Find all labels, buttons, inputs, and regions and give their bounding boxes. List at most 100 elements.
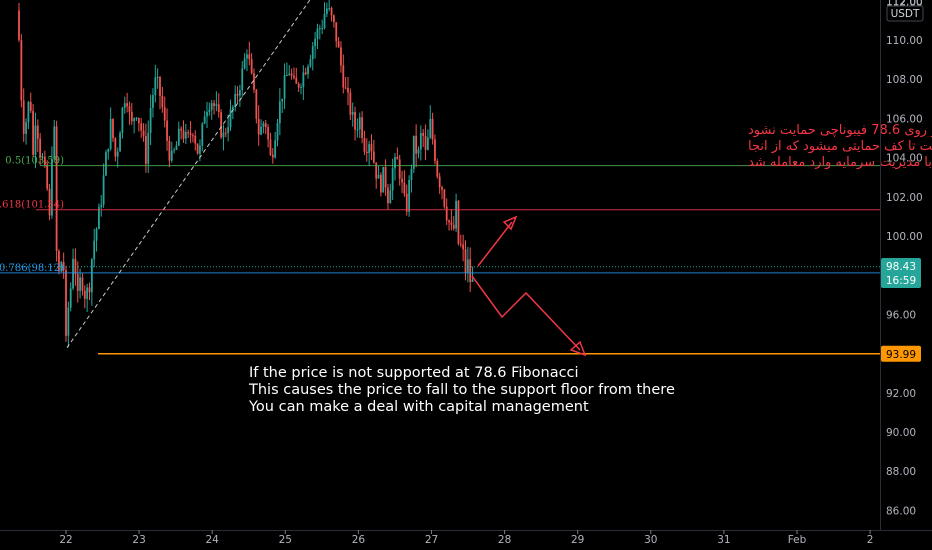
- candle-body: [163, 107, 166, 121]
- candle: [156, 68, 159, 89]
- candle-body: [53, 126, 56, 160]
- time-tick-label: 25: [279, 534, 292, 546]
- candle-body: [337, 41, 340, 48]
- candle-body: [427, 137, 429, 150]
- candle: [27, 100, 30, 130]
- price-tick-label: 90.00: [886, 427, 916, 439]
- candle-body: [370, 144, 373, 152]
- candle-body: [137, 117, 140, 124]
- candle-body: [462, 244, 465, 250]
- candle-body: [62, 261, 65, 271]
- candle: [408, 175, 410, 217]
- candle-body: [236, 93, 239, 96]
- candle-body: [365, 151, 368, 154]
- candle: [60, 260, 63, 272]
- candle: [180, 126, 183, 140]
- candle: [335, 22, 338, 48]
- candle-body: [429, 118, 432, 138]
- candle-body: [422, 133, 425, 136]
- candle-body: [114, 138, 117, 157]
- candle-body: [387, 187, 389, 204]
- candle: [81, 273, 84, 296]
- currency-badge[interactable]: [886, 5, 924, 22]
- candle: [217, 93, 220, 118]
- candle: [241, 61, 244, 98]
- candle: [358, 112, 361, 138]
- candle-body: [405, 193, 408, 212]
- candle: [140, 118, 143, 138]
- candle: [382, 166, 385, 193]
- candle: [152, 88, 154, 118]
- candle-body: [161, 95, 164, 108]
- candle: [236, 86, 239, 104]
- candle: [203, 110, 206, 125]
- candle: [377, 165, 380, 179]
- candle-body: [173, 149, 175, 151]
- candle-body: [243, 58, 246, 69]
- candle: [356, 118, 359, 138]
- candle: [412, 135, 415, 174]
- candle-body: [290, 73, 293, 76]
- candle-body: [403, 182, 406, 194]
- support-price-tag: [881, 345, 921, 362]
- candle: [194, 130, 197, 151]
- candle-body: [140, 123, 143, 131]
- candle: [286, 62, 288, 77]
- candle-body: [88, 287, 91, 293]
- candle-body: [271, 154, 274, 158]
- candle-body: [58, 251, 60, 272]
- candle-body: [283, 75, 286, 99]
- price-tick-label: 100.00: [886, 231, 923, 243]
- candle: [18, 2, 20, 42]
- candle: [210, 99, 213, 120]
- candle: [260, 119, 262, 136]
- candle-body: [398, 159, 401, 179]
- candle-body: [380, 174, 382, 193]
- candle-body: [48, 188, 51, 216]
- candle: [239, 84, 241, 107]
- candle-body: [220, 112, 222, 138]
- candle-body: [321, 27, 324, 29]
- arrow-down-head: [569, 340, 587, 357]
- candles-layer: [18, 0, 474, 348]
- candle: [69, 282, 72, 312]
- candle: [431, 112, 434, 145]
- candle: [58, 249, 60, 275]
- candle-body: [86, 287, 89, 299]
- candle: [441, 185, 443, 200]
- candle: [173, 147, 175, 154]
- candle-body: [335, 22, 338, 42]
- candle-body: [175, 145, 178, 150]
- price-tick-label: 88.00: [886, 466, 916, 478]
- candle: [387, 184, 389, 210]
- candle-body: [250, 59, 253, 74]
- candle-body: [246, 54, 248, 59]
- candle-body: [229, 109, 232, 128]
- candle: [309, 54, 312, 68]
- annotation-english-line: This causes the price to fall to the sup…: [248, 382, 675, 398]
- price-tick-label-clipped: 112.00: [886, 0, 923, 9]
- candle-body: [135, 117, 138, 119]
- candle-body: [213, 103, 215, 106]
- candle-body: [316, 28, 319, 39]
- candle-body: [41, 156, 44, 158]
- candle: [83, 285, 86, 309]
- candle-body: [83, 290, 86, 299]
- candle: [126, 92, 128, 113]
- last-price-tag: [881, 258, 921, 288]
- candle-body: [276, 123, 279, 141]
- candle: [330, 6, 333, 22]
- annotation-farsi-line: میتوان با مدیریت سرمایه وارد معامله شد: [748, 155, 932, 170]
- candle: [354, 106, 356, 141]
- time-tick-label: 2: [867, 534, 874, 546]
- candle-body: [255, 89, 258, 119]
- candle: [464, 240, 467, 281]
- candle: [333, 14, 335, 28]
- candle: [323, 2, 326, 30]
- candle: [450, 209, 453, 231]
- bar-countdown: 16:59: [886, 275, 916, 287]
- candle: [114, 137, 117, 162]
- candle: [39, 133, 42, 165]
- candle: [297, 81, 300, 92]
